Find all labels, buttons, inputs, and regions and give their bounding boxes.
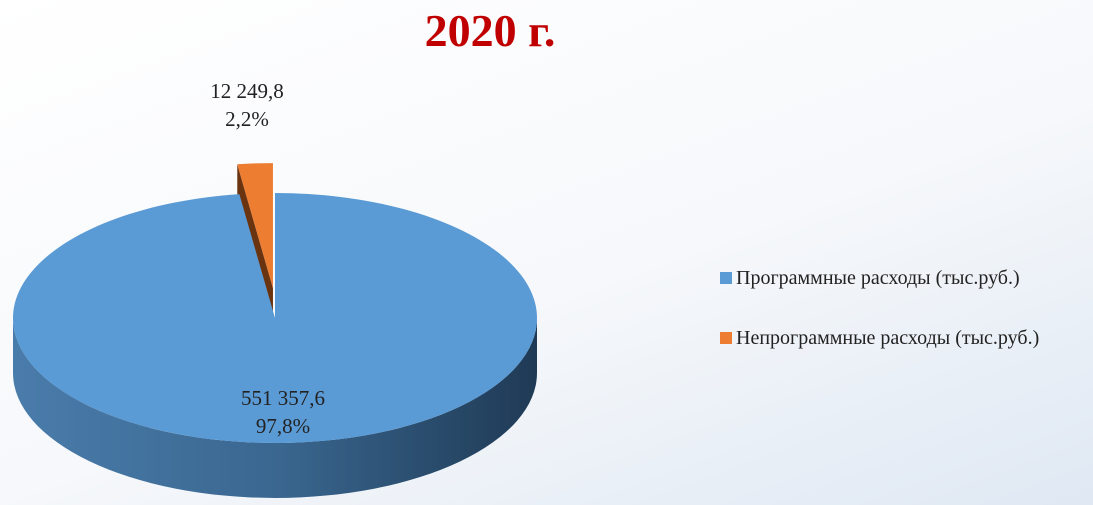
legend-swatch	[720, 332, 732, 344]
legend-label: Непрограммные расходы (тыс.руб.)	[736, 327, 1040, 349]
legend-swatch	[720, 272, 732, 284]
chart-title: 2020 г.	[424, 5, 556, 56]
chart: 551 357,6 97,8% 12 249,8 2,2%	[13, 79, 538, 498]
legend-label: Программные расходы (тыс.руб.)	[736, 267, 1020, 289]
legend: Программные расходы (тыс.руб.) Непрограмм…	[720, 266, 1090, 386]
legend-item: Программные расходы (тыс.руб.)	[720, 266, 1090, 290]
value-label: 12 249,8	[210, 79, 284, 103]
pie-side	[13, 318, 537, 498]
pie-slice	[13, 193, 538, 443]
pie-slice	[237, 163, 273, 289]
percentage-label: 97,8%	[256, 414, 310, 438]
value-label: 551 357,6	[241, 386, 325, 410]
legend-item: Непрограммные расходы (тыс.руб.)	[720, 326, 1090, 350]
percentage-label: 2,2%	[225, 107, 269, 131]
